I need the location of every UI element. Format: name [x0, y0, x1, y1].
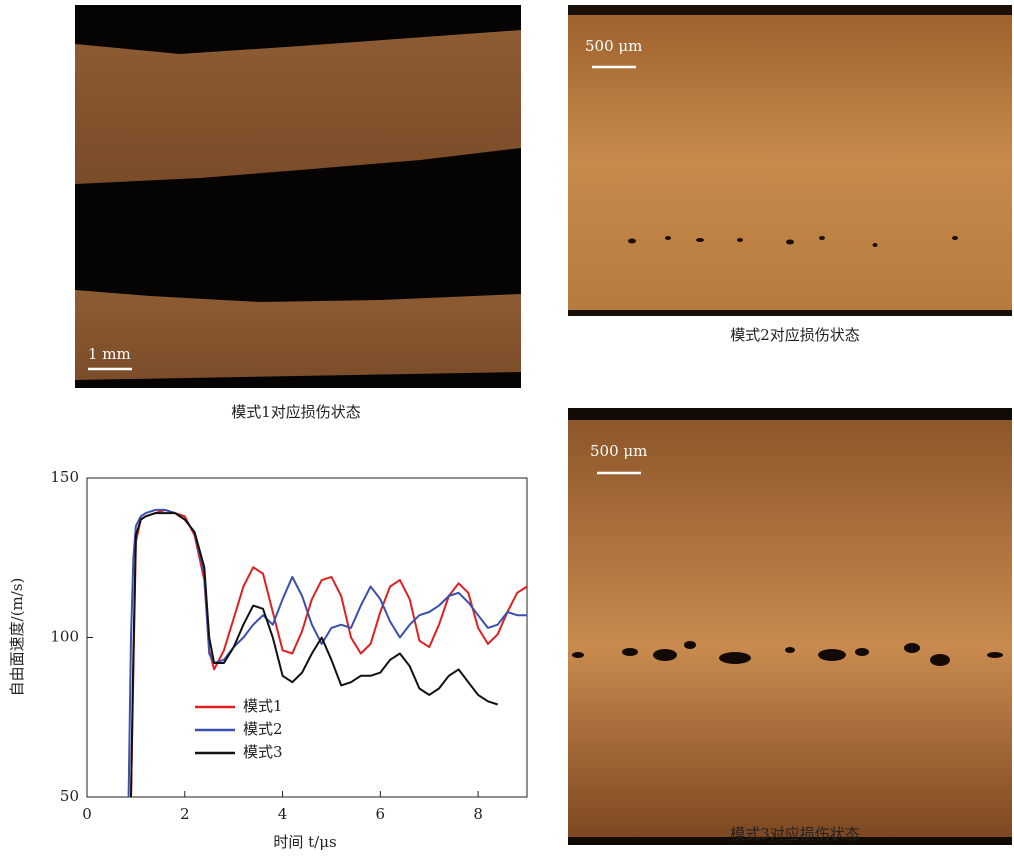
scale-bar-label: 1 mm	[88, 345, 131, 363]
caption: 模式1对应损伤状态	[231, 403, 361, 421]
image-panel-1: 1 mm	[75, 5, 521, 388]
legend-label: 模式3	[243, 743, 283, 761]
scale-bar-label: 500 μm	[590, 442, 647, 460]
x-tick-label: 6	[376, 805, 386, 823]
x-tick-label: 0	[82, 805, 92, 823]
scale-bar-label: 500 μm	[585, 37, 642, 55]
x-axis-label: 时间 t/μs	[273, 833, 336, 851]
x-tick-label: 8	[473, 805, 483, 823]
y-tick-label: 150	[50, 468, 79, 486]
legend-label: 模式2	[243, 720, 283, 738]
y-tick-label: 100	[50, 628, 79, 646]
y-axis-label: 自由面速度/(m/s)	[8, 578, 26, 697]
y-tick-label: 50	[60, 787, 79, 805]
x-tick-label: 4	[278, 805, 288, 823]
figure: 1 mm 模式1对应损伤状态 500 μm 模式2对应损伤状态 500 μm 模…	[0, 0, 1014, 854]
image-panel-2: 500 μm	[568, 5, 1012, 316]
caption: 模式3对应损伤状态	[730, 825, 860, 843]
plot-frame	[87, 478, 527, 797]
legend-label: 模式1	[243, 697, 283, 715]
image-panel-3: 500 μm	[568, 408, 1012, 845]
caption: 模式2对应损伤状态	[730, 326, 860, 344]
x-tick-label: 2	[180, 805, 190, 823]
